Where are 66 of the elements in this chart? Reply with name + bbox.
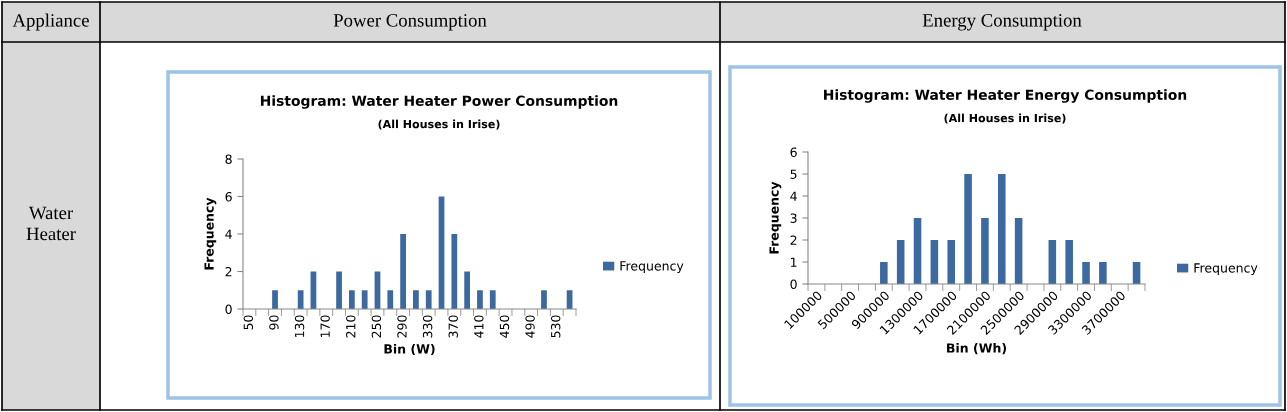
y-tick-label: 2	[225, 266, 232, 277]
y-tick-label: 6	[790, 147, 797, 157]
y-tick-label: 4	[225, 229, 232, 239]
y-tick-label: 3	[790, 213, 797, 223]
x-tick-label: 50	[243, 315, 254, 330]
legend-label: Frequency	[1194, 263, 1258, 276]
chart-title: Histogram: Water Heater Power Consumption	[260, 95, 618, 109]
y-tick-label: 0	[790, 279, 797, 289]
x-tick-label: 250	[371, 315, 382, 338]
y-tick-label: 0	[225, 304, 232, 314]
y-tick-label: 6	[225, 191, 232, 202]
bar	[896, 240, 905, 284]
bar	[336, 271, 342, 309]
bar	[272, 290, 278, 309]
bar	[451, 234, 458, 309]
bar	[387, 290, 394, 309]
chart-title: Histogram: Water Heater Energy Consumption	[824, 89, 1187, 103]
y-axis-title: Frequency	[769, 181, 782, 254]
x-tick-label: 170	[320, 315, 330, 338]
bar	[947, 240, 956, 284]
bar	[425, 290, 432, 309]
bar	[1065, 240, 1073, 284]
x-tick-label: 530	[550, 315, 561, 338]
bar	[348, 290, 355, 309]
chart-subtitle: (All Houses in Irise)	[378, 119, 500, 130]
x-tick-label: 90	[269, 315, 279, 330]
bar	[400, 234, 406, 309]
x-tick-label: 410	[474, 315, 484, 338]
bar	[297, 290, 304, 309]
y-tick-label: 5	[790, 169, 797, 179]
bar	[981, 218, 989, 284]
bar	[1014, 218, 1023, 284]
y-tick-label: 8	[225, 154, 232, 164]
bar	[997, 174, 1006, 284]
bar	[361, 290, 368, 309]
x-tick-label: 330	[422, 315, 433, 338]
bar	[464, 271, 471, 309]
bar	[1048, 240, 1057, 284]
bar	[541, 290, 547, 309]
bar	[489, 290, 496, 309]
text: Water Heater	[26, 206, 76, 241]
x-tick-label: 210	[346, 315, 356, 338]
bar	[1082, 262, 1090, 284]
text: Power Consumption	[333, 14, 487, 31]
bar	[913, 218, 922, 284]
bar	[477, 290, 483, 309]
bar	[413, 290, 419, 309]
y-tick-label: 1	[791, 257, 797, 267]
x-axis-title: Bin (W)	[384, 343, 435, 356]
y-tick-label: 2	[790, 235, 797, 245]
y-tick-label: 4	[790, 191, 797, 201]
x-tick-label: 490	[525, 315, 535, 338]
bar	[964, 174, 972, 284]
x-tick-label: 370	[448, 315, 458, 338]
x-axis-title: Bin (Wh)	[947, 343, 1007, 355]
x-tick-label: 450	[499, 315, 510, 338]
y-axis-title: Frequency	[204, 197, 217, 270]
x-tick-label: 130	[294, 315, 305, 338]
text: Energy Consumption	[922, 14, 1082, 31]
chart-subtitle: (All Houses in Irise)	[944, 113, 1066, 124]
bar	[930, 240, 939, 284]
bar	[1099, 262, 1107, 284]
bar	[880, 262, 888, 284]
text: Appliance	[12, 13, 89, 31]
x-tick-label: 290	[397, 315, 407, 338]
legend-label: Frequency	[620, 261, 684, 274]
